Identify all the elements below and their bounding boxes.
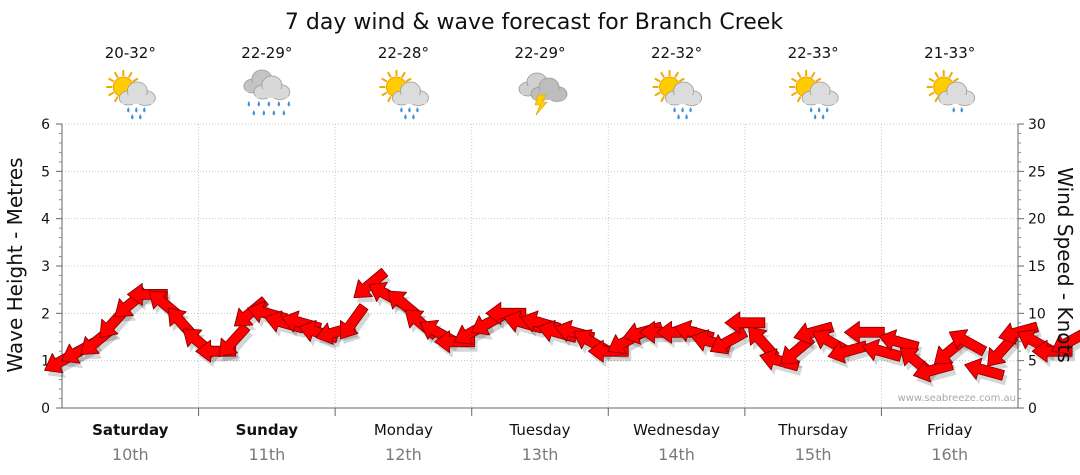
wind-arrow [218, 323, 251, 357]
day-label: Tuesday [508, 421, 570, 439]
wind-arrow [126, 282, 168, 306]
left-tick-label: 5 [41, 164, 50, 180]
temperature-label: 22-28° [378, 44, 429, 62]
day-label: Friday [927, 421, 973, 439]
wind-arrow [724, 311, 766, 335]
right-tick-label: 10 [1028, 306, 1046, 322]
watermark: www.seabreeze.com.au [898, 393, 1016, 404]
wind-arrow [485, 301, 527, 325]
temperature-labels: 20-32° 22-29° 22-28° 22-29° 22-32° 22-33° 21-3… [105, 44, 976, 62]
date-label: 11th [248, 445, 285, 464]
sun-cloud-rain-icon [379, 70, 429, 120]
sun-cloud-rain-icon [652, 70, 702, 120]
date-label: 15th [795, 445, 832, 464]
left-tick-label: 4 [41, 212, 50, 228]
wind-arrow [843, 320, 885, 344]
temperature-label: 21-33° [924, 44, 975, 62]
left-tick-label: 2 [41, 306, 50, 322]
grid [62, 123, 1018, 416]
left-axis: 0 1 2 3 4 5 6 [41, 117, 63, 417]
left-tick-label: 1 [41, 354, 50, 370]
weather-icons [106, 69, 976, 120]
right-tick-label: 5 [1028, 354, 1037, 370]
day-label: Wednesday [633, 421, 720, 439]
wind-arrow [339, 303, 369, 340]
day-label: Sunday [236, 421, 299, 439]
right-tick-label: 0 [1028, 401, 1037, 417]
left-tick-label: 3 [41, 259, 50, 275]
left-axis-title: Wave Height - Metres [3, 157, 27, 372]
sun-cloud-rain-icon [106, 70, 156, 120]
day-label: Thursday [777, 421, 848, 439]
chart-title: 7 day wind & wave forecast for Branch Cr… [285, 10, 783, 35]
right-tick-label: 25 [1028, 164, 1046, 180]
left-tick-label: 6 [41, 117, 50, 133]
wind-arrows [44, 267, 1080, 388]
date-label: 13th [522, 445, 559, 464]
wind-arrow [861, 338, 903, 362]
date-label: 16th [931, 445, 968, 464]
temperature-label: 22-33° [788, 44, 839, 62]
right-tick-label: 30 [1028, 117, 1046, 133]
day-label: Saturday [92, 421, 169, 439]
right-tick-label: 20 [1028, 212, 1046, 228]
right-tick-label: 15 [1028, 259, 1046, 275]
wind-arrow [878, 329, 920, 353]
temperature-label: 22-32° [651, 44, 702, 62]
wind-arrow [964, 357, 1005, 381]
day-labels: Saturday 10th Sunday 11th Monday 12th Tuesday 1… [92, 421, 972, 464]
date-label: 10th [112, 445, 149, 464]
left-tick-label: 0 [41, 401, 50, 417]
date-label: 14th [658, 445, 695, 464]
wind-arrow [353, 267, 389, 299]
wind-arrow [759, 348, 801, 372]
storm-cloud-icon [518, 72, 568, 116]
right-axis-title: Wind Speed - Knots [1053, 167, 1077, 363]
wind-arrow [912, 359, 954, 383]
wind-arrow [709, 327, 749, 355]
date-label: 12th [385, 445, 422, 464]
temperature-label: 22-29° [241, 44, 292, 62]
rain-cloud-icon [243, 69, 291, 116]
right-axis: 0 5 10 15 20 25 30 [1017, 117, 1046, 417]
temperature-label: 22-29° [514, 44, 565, 62]
temperature-label: 20-32° [105, 44, 156, 62]
wind-arrow [948, 329, 988, 357]
sun-cloud-rain-icon [789, 70, 839, 120]
day-label: Monday [374, 421, 433, 439]
sun-cloud-showers-icon [926, 70, 976, 113]
